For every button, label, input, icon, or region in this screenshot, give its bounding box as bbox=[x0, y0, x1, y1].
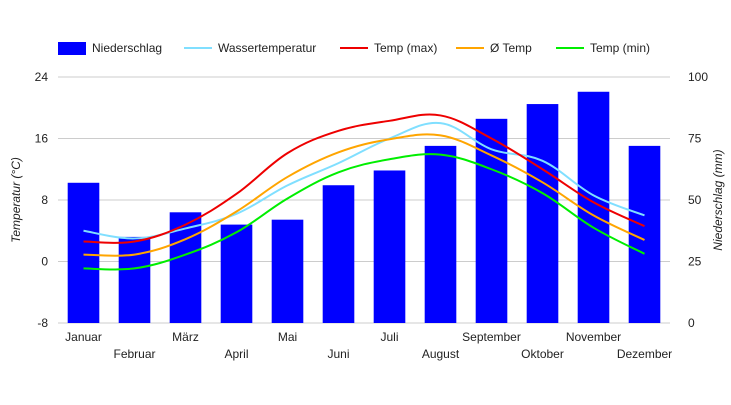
x-tick-label: Januar bbox=[65, 330, 102, 344]
x-tick-label: März bbox=[172, 330, 199, 344]
x-tick-label: Februar bbox=[113, 347, 155, 361]
series-line bbox=[83, 113, 645, 244]
right-tick-label: 50 bbox=[688, 193, 702, 207]
precip-bar bbox=[67, 182, 100, 323]
right-tick-label: 75 bbox=[688, 132, 702, 146]
left-tick-label: 0 bbox=[41, 255, 48, 269]
x-tick-label: Juli bbox=[380, 330, 398, 344]
x-tick-label: Dezember bbox=[617, 347, 672, 361]
legend-label: Temp (max) bbox=[374, 41, 437, 55]
legend-swatch-bar bbox=[58, 42, 86, 55]
x-tick-label: Juni bbox=[327, 347, 349, 361]
legend-label: Wassertemperatur bbox=[218, 41, 316, 55]
right-tick-label: 0 bbox=[688, 316, 695, 330]
x-tick-label: August bbox=[422, 347, 460, 361]
right-axis-title: Niederschlag (mm) bbox=[711, 149, 725, 250]
series-line bbox=[83, 133, 645, 257]
right-tick-label: 100 bbox=[688, 70, 708, 84]
legend-label: Niederschlag bbox=[92, 41, 162, 55]
precip-bar bbox=[424, 145, 457, 323]
x-tick-label: Oktober bbox=[521, 347, 564, 361]
series-line bbox=[83, 121, 645, 240]
left-tick-label: 16 bbox=[35, 132, 49, 146]
left-axis-title: Temperatur (°C) bbox=[9, 157, 23, 243]
left-tick-label: 8 bbox=[41, 193, 48, 207]
precip-bar bbox=[271, 219, 304, 323]
x-tick-label: April bbox=[224, 347, 248, 361]
precip-bar bbox=[526, 104, 559, 323]
precip-bar bbox=[220, 224, 253, 323]
precip-bar bbox=[118, 236, 151, 323]
series-line bbox=[83, 153, 645, 271]
x-tick-label: Mai bbox=[278, 330, 297, 344]
precip-bar bbox=[322, 185, 355, 323]
precip-bar bbox=[373, 170, 406, 323]
legend-label: Temp (min) bbox=[590, 41, 650, 55]
legend-label: Ø Temp bbox=[490, 41, 532, 55]
left-tick-label: 24 bbox=[35, 70, 49, 84]
left-tick-label: -8 bbox=[37, 316, 48, 330]
right-tick-label: 25 bbox=[688, 255, 702, 269]
x-tick-label: November bbox=[566, 330, 621, 344]
x-tick-label: September bbox=[462, 330, 521, 344]
